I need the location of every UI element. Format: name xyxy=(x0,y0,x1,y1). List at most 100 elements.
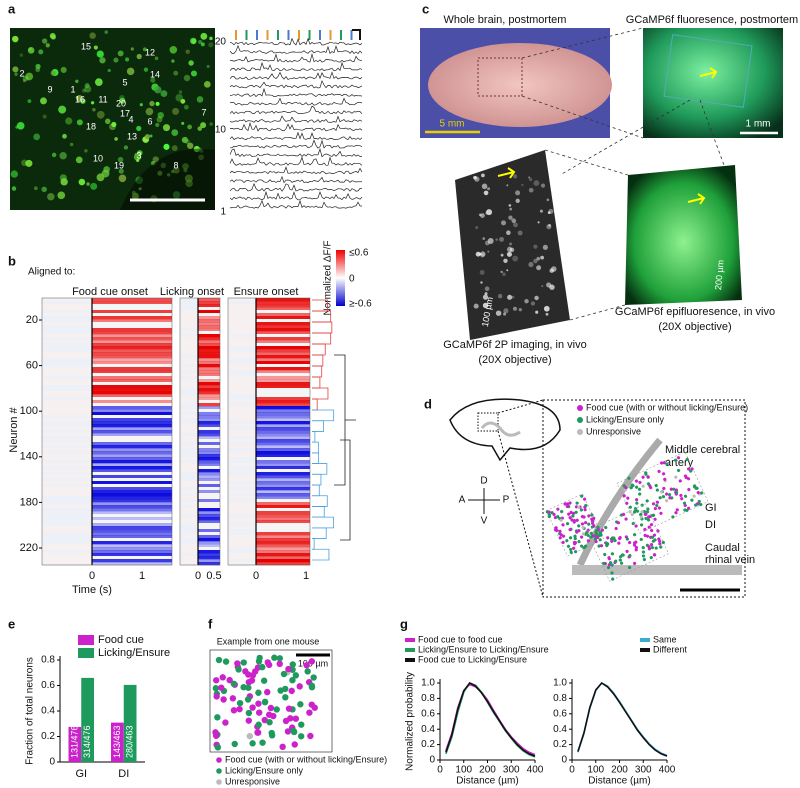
region-label: DI xyxy=(705,519,716,531)
legend-label: Food cue to Licking/Ensure xyxy=(418,654,527,664)
x-tick-label: 400 xyxy=(659,765,676,776)
neuron-dot xyxy=(240,684,247,691)
y-tick-label: 0.8 xyxy=(553,693,567,704)
twophoton-image xyxy=(455,150,570,340)
heatmap-post xyxy=(256,547,310,551)
heatmap-post xyxy=(256,457,310,461)
heatmap-pre xyxy=(180,334,198,338)
cell-spot xyxy=(142,47,147,52)
heatmap-pre xyxy=(42,532,92,536)
time-tick: 0.5 xyxy=(206,570,221,582)
heatmap-frame xyxy=(41,297,173,566)
heatmap-post xyxy=(256,493,310,497)
neuron-dot xyxy=(259,739,266,746)
cell-spot xyxy=(521,183,524,187)
neuron-dot xyxy=(565,539,569,543)
neuron-dot xyxy=(566,544,571,548)
heatmap-post xyxy=(92,529,172,533)
neuron-dot xyxy=(646,475,650,479)
neuron-dot xyxy=(584,544,588,548)
cell-spot xyxy=(111,121,117,127)
cell-spot xyxy=(536,256,541,261)
cell-label: 12 xyxy=(145,47,155,57)
heatmap-post xyxy=(198,439,220,443)
neuron-dot xyxy=(616,521,620,525)
heatmap-pre xyxy=(228,523,256,527)
heatmap-pre xyxy=(180,490,198,494)
heatmap-post xyxy=(92,316,172,320)
heatmap-post xyxy=(198,331,220,335)
neuron-dot xyxy=(653,507,657,511)
dendrogram xyxy=(312,321,333,334)
heatmap-pre xyxy=(180,508,198,512)
heatmap-post xyxy=(92,379,172,383)
heatmap-post xyxy=(92,352,172,356)
heatmap-pre xyxy=(180,355,198,359)
heatmap-post xyxy=(256,304,310,308)
cell-spot xyxy=(152,156,159,163)
heatmap-post xyxy=(198,412,220,416)
heatmap-post xyxy=(256,403,310,407)
cell-label: 3 xyxy=(136,150,141,160)
heatmap-post xyxy=(92,310,172,314)
trace-tick: 20 xyxy=(215,37,227,48)
cell-spot xyxy=(82,88,87,93)
heatmap-pre xyxy=(42,301,92,305)
heatmap-post xyxy=(256,412,310,416)
neuron-dot xyxy=(599,544,604,548)
neuron-dot xyxy=(692,494,696,498)
heatmap-post xyxy=(198,511,220,515)
heatmap-pre xyxy=(42,439,92,443)
cell-spot xyxy=(80,98,86,104)
heatmap-post xyxy=(256,544,310,548)
heatmap-post xyxy=(256,364,310,368)
heatmap-post xyxy=(92,514,172,518)
heatmap-pre xyxy=(228,340,256,344)
neuron-dot xyxy=(270,712,277,720)
neuron-dot xyxy=(655,488,659,492)
cell-spot xyxy=(480,251,486,257)
cell-spot xyxy=(509,207,512,211)
legend-marker xyxy=(216,779,222,785)
neuron-tick: 100 xyxy=(20,405,38,417)
heatmap-post xyxy=(198,484,220,488)
legend-label: Food cue (with or without licking/Ensure… xyxy=(586,402,748,412)
heatmap-pre xyxy=(180,556,198,560)
neuron-dot xyxy=(577,505,581,509)
line-series xyxy=(577,681,668,757)
cell-spot xyxy=(209,122,214,126)
heatmap-pre xyxy=(42,499,92,503)
inset-box xyxy=(663,34,753,108)
heatmap-post xyxy=(92,430,172,434)
heatmap-pre xyxy=(180,511,198,515)
cell-spot xyxy=(196,96,204,103)
heatmap-post xyxy=(92,307,172,311)
neuron-dot xyxy=(297,701,304,708)
neuron-dot xyxy=(288,687,295,695)
cell-spot xyxy=(136,158,140,163)
heatmap-post xyxy=(92,343,172,347)
cell-label: 17 xyxy=(120,108,130,118)
heatmap-pre xyxy=(228,367,256,371)
y-tick-label: 0.8 xyxy=(41,655,55,666)
heatmap-pre xyxy=(228,343,256,347)
dendrogram xyxy=(312,548,330,561)
cell-spot xyxy=(507,294,513,300)
bar-value-label: 280/463 xyxy=(125,725,135,758)
heatmap-pre xyxy=(180,364,198,368)
y-axis-label: Neuron # xyxy=(8,406,20,452)
neuron-dot xyxy=(547,510,551,514)
cell-spot xyxy=(86,182,90,186)
heatmap-post xyxy=(256,430,310,434)
neuron-dot xyxy=(658,496,662,500)
heatmap-pre xyxy=(228,409,256,413)
heatmap-pre xyxy=(42,304,92,308)
heatmap-post xyxy=(92,415,172,419)
heatmap-pre xyxy=(42,343,92,347)
neuron-dot xyxy=(655,500,660,504)
neuron-dot xyxy=(606,565,611,570)
heatmap-pre xyxy=(228,352,256,356)
heatmap-pre xyxy=(180,331,198,335)
trace xyxy=(229,156,363,166)
heatmap-header: Licking onset xyxy=(160,286,224,298)
